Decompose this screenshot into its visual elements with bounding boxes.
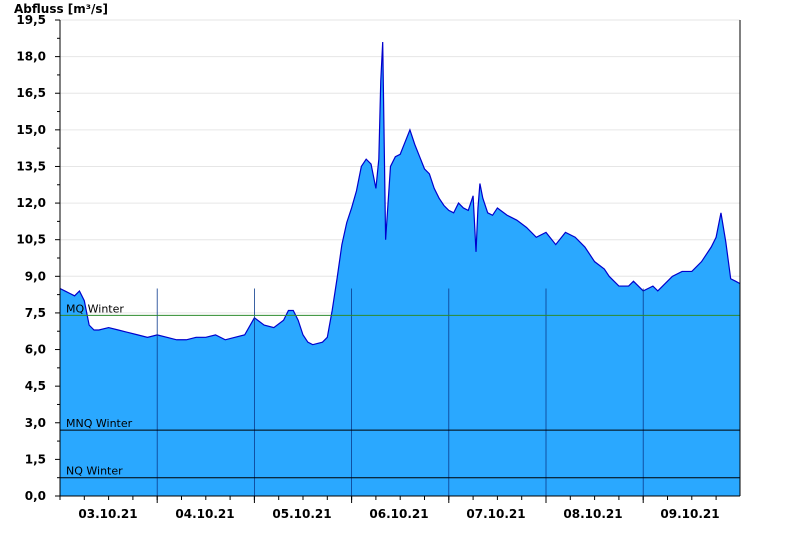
y-tick-label: 19,5: [16, 13, 46, 27]
series-fill: [60, 41, 740, 496]
reference-label: NQ Winter: [66, 465, 123, 478]
reference-label: MQ Winter: [66, 302, 124, 315]
x-tick-labels: 03.10.21 04.10.21 05.10.21 06.10.21 07.10.21…: [78, 507, 719, 521]
y-tick-label: 7,5: [25, 306, 46, 320]
series-line: [59, 41, 741, 346]
reference-label: MNQ Winter: [66, 417, 133, 430]
y-tick-label: 1,5: [25, 452, 46, 466]
series-area: [59, 41, 741, 496]
x-tick-label: 08.10.21: [563, 507, 622, 521]
y-tick-label: 9,0: [25, 269, 46, 283]
y-tick-label: 15,0: [16, 123, 46, 137]
x-tick-label: 09.10.21: [660, 507, 719, 521]
x-tick-label: 05.10.21: [272, 507, 331, 521]
y-tick-label: 4,5: [25, 379, 46, 393]
day-separators: [156, 288, 644, 496]
y-axis-label: Abfluss [m³/s]: [14, 2, 108, 16]
reference-lines: MQ Winter MNQ Winter NQ Winter: [60, 302, 740, 479]
y-tick-label: 13,5: [16, 159, 46, 173]
axes: [55, 19, 741, 503]
x-tick-label: 07.10.21: [466, 507, 525, 521]
y-tick-label: 0,0: [25, 489, 46, 503]
x-tick-label: 06.10.21: [369, 507, 428, 521]
y-tick-label: 16,5: [16, 86, 46, 100]
x-tick-label: 04.10.21: [175, 507, 234, 521]
y-tick-labels: 0,0 1,5 3,0 4,5 6,0 7,5 9,0 10,5 12,0 13,5 15,0 16,…: [16, 13, 46, 503]
x-tick-label: 03.10.21: [78, 507, 137, 521]
y-tick-label: 18,0: [16, 50, 46, 64]
y-tick-label: 12,0: [16, 196, 46, 210]
y-tick-label: 3,0: [25, 416, 46, 430]
y-tick-label: 6,0: [25, 343, 46, 357]
y-tick-label: 10,5: [16, 233, 46, 247]
